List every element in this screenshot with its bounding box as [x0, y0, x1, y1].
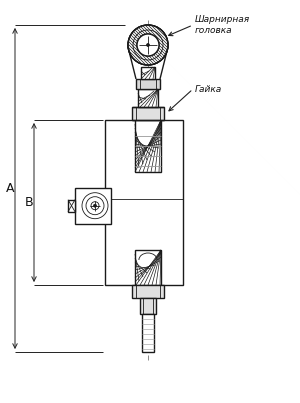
Bar: [68, 200, 75, 212]
Circle shape: [91, 202, 99, 210]
Circle shape: [133, 30, 163, 60]
Circle shape: [128, 25, 168, 65]
Bar: [142, 314, 154, 352]
Bar: [132, 285, 164, 298]
Bar: [135, 120, 161, 172]
Bar: [140, 298, 156, 314]
Text: Гайка: Гайка: [195, 85, 222, 93]
Text: B: B: [25, 196, 33, 209]
Circle shape: [146, 44, 149, 46]
Bar: [132, 107, 164, 120]
Text: A: A: [6, 182, 14, 195]
Circle shape: [137, 34, 159, 56]
Text: Шарнирная
головка: Шарнирная головка: [195, 15, 250, 35]
Circle shape: [86, 197, 104, 215]
Bar: [136, 79, 160, 89]
Bar: [105, 120, 183, 285]
Bar: [75, 188, 111, 224]
Bar: [135, 250, 161, 285]
Bar: [138, 89, 158, 107]
Circle shape: [94, 204, 97, 207]
Bar: [141, 67, 155, 79]
Circle shape: [82, 193, 108, 219]
Circle shape: [137, 34, 159, 56]
